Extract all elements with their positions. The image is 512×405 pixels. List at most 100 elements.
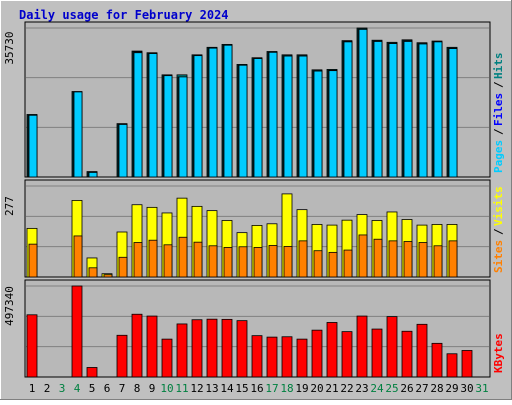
bar-kbytes-day-26 [401, 330, 413, 378]
bar-pages-day-1 [28, 114, 38, 178]
bar-pages-day-7 [118, 124, 128, 178]
bar-kbytes-day-5 [86, 367, 98, 378]
x-tick-label-day-17: 17 [265, 382, 278, 395]
x-tick-label-day-1: 1 [29, 382, 36, 395]
x-tick-label-day-3: 3 [59, 382, 66, 395]
x-tick-label-day-9: 9 [149, 382, 156, 395]
x-tick-label-day-14: 14 [220, 382, 234, 395]
y-max-label-kbytes: 497340 [3, 286, 16, 326]
x-tick-label-day-21: 21 [325, 382, 338, 395]
bar-sites-day-7 [118, 256, 128, 278]
bar-kbytes-day-23 [356, 315, 368, 378]
bar-sites-day-25 [388, 240, 398, 278]
x-tick-label-day-13: 13 [205, 382, 218, 395]
bar-kbytes-day-8 [131, 313, 143, 378]
bar-kbytes-day-11 [176, 323, 188, 378]
bar-sites-day-20 [313, 250, 323, 278]
bar-sites-day-16 [253, 247, 263, 278]
bar-pages-day-26 [403, 41, 413, 178]
x-tick-label-day-22: 22 [340, 382, 353, 395]
bar-pages-day-17 [268, 51, 278, 178]
bar-pages-day-5 [88, 172, 98, 178]
bar-pages-day-22 [343, 41, 353, 178]
bar-pages-day-11 [178, 76, 188, 178]
x-tick-label-day-16: 16 [250, 382, 263, 395]
bar-pages-day-12 [193, 55, 203, 178]
bar-kbytes-day-20 [311, 329, 323, 378]
x-tick-label-day-23: 23 [355, 382, 368, 395]
x-tick-label-day-18: 18 [280, 382, 293, 395]
x-tick-label-day-19: 19 [295, 382, 308, 395]
panel-kbytes: 497340 KBytes [3, 279, 505, 378]
bar-sites-day-24 [373, 238, 383, 278]
bar-sites-day-23 [358, 234, 368, 278]
bar-sites-day-5 [88, 267, 98, 278]
bar-kbytes-day-10 [161, 338, 173, 378]
y-max-label-hits_files_pages: 35730 [3, 31, 16, 64]
bar-sites-day-14 [223, 247, 233, 278]
bar-pages-day-10 [163, 75, 173, 178]
bar-kbytes-day-21 [326, 322, 338, 378]
bar-kbytes-day-22 [341, 331, 353, 378]
x-tick-label-day-7: 7 [119, 382, 126, 395]
bar-pages-day-28 [433, 41, 443, 178]
x-tick-label-day-6: 6 [104, 382, 111, 395]
x-tick-label-day-28: 28 [430, 382, 443, 395]
bar-pages-day-27 [418, 43, 428, 178]
bar-kbytes-day-29 [446, 353, 458, 378]
bar-kbytes-day-30 [461, 350, 473, 378]
bar-pages-day-16 [253, 58, 263, 178]
legend-separator: / [492, 128, 505, 135]
bar-kbytes-day-28 [431, 342, 443, 378]
bar-kbytes-day-14 [221, 318, 233, 378]
bar-pages-day-9 [148, 53, 158, 178]
bar-sites-day-10 [163, 244, 173, 278]
bar-sites-day-12 [193, 241, 203, 278]
x-tick-label-day-11: 11 [175, 382, 188, 395]
x-tick-label-day-25: 25 [385, 382, 398, 395]
x-tick-label-day-2: 2 [44, 382, 51, 395]
x-tick-label-day-20: 20 [310, 382, 323, 395]
bar-kbytes-day-7 [116, 334, 128, 378]
bar-pages-day-19 [298, 55, 308, 178]
bar-kbytes-day-24 [371, 328, 383, 378]
legend-separator: / [492, 81, 505, 88]
legend-hits: Hits [492, 53, 505, 80]
x-tick-label-day-24: 24 [370, 382, 384, 395]
x-tick-label-day-30: 30 [460, 382, 473, 395]
bar-sites-day-4 [73, 235, 83, 278]
bar-kbytes-day-9 [146, 315, 158, 378]
bar-sites-day-27 [418, 242, 428, 278]
bar-sites-day-21 [328, 251, 338, 278]
bar-sites-day-28 [433, 245, 443, 278]
bar-kbytes-day-19 [296, 338, 308, 378]
x-axis-labels: 1 2 3 4 5 6 7 8 9 10 11 12 13 14 15 16 17 18 19 20 21 22 23 24 2… [29, 382, 489, 395]
chart-title: Daily usage for February 2024 [19, 8, 229, 22]
bar-sites-day-9 [148, 239, 158, 278]
bar-pages-day-13 [208, 47, 218, 178]
bar-sites-day-29 [448, 240, 458, 278]
bar-pages-day-29 [448, 48, 458, 178]
bar-sites-day-19 [298, 240, 308, 278]
bar-kbytes-day-16 [251, 335, 263, 378]
bar-sites-day-15 [238, 246, 248, 278]
bar-pages-day-24 [373, 41, 383, 178]
bar-sites-day-13 [208, 245, 218, 278]
bar-pages-day-25 [388, 43, 398, 178]
bar-sites-day-18 [283, 246, 293, 278]
bar-sites-day-22 [343, 249, 353, 278]
bar-sites-day-17 [268, 245, 278, 278]
bar-sites-day-8 [133, 242, 143, 278]
bar-sites-day-6 [103, 274, 113, 278]
x-tick-label-day-5: 5 [89, 382, 96, 395]
legend-visits: Visits [492, 186, 505, 226]
bar-pages-day-4 [73, 91, 83, 178]
legend-kbytes: KBytes [492, 333, 505, 373]
bar-pages-day-15 [238, 64, 248, 178]
bar-kbytes-day-25 [386, 316, 398, 378]
legend-sites: Sites [492, 240, 505, 273]
bar-pages-day-21 [328, 70, 338, 178]
